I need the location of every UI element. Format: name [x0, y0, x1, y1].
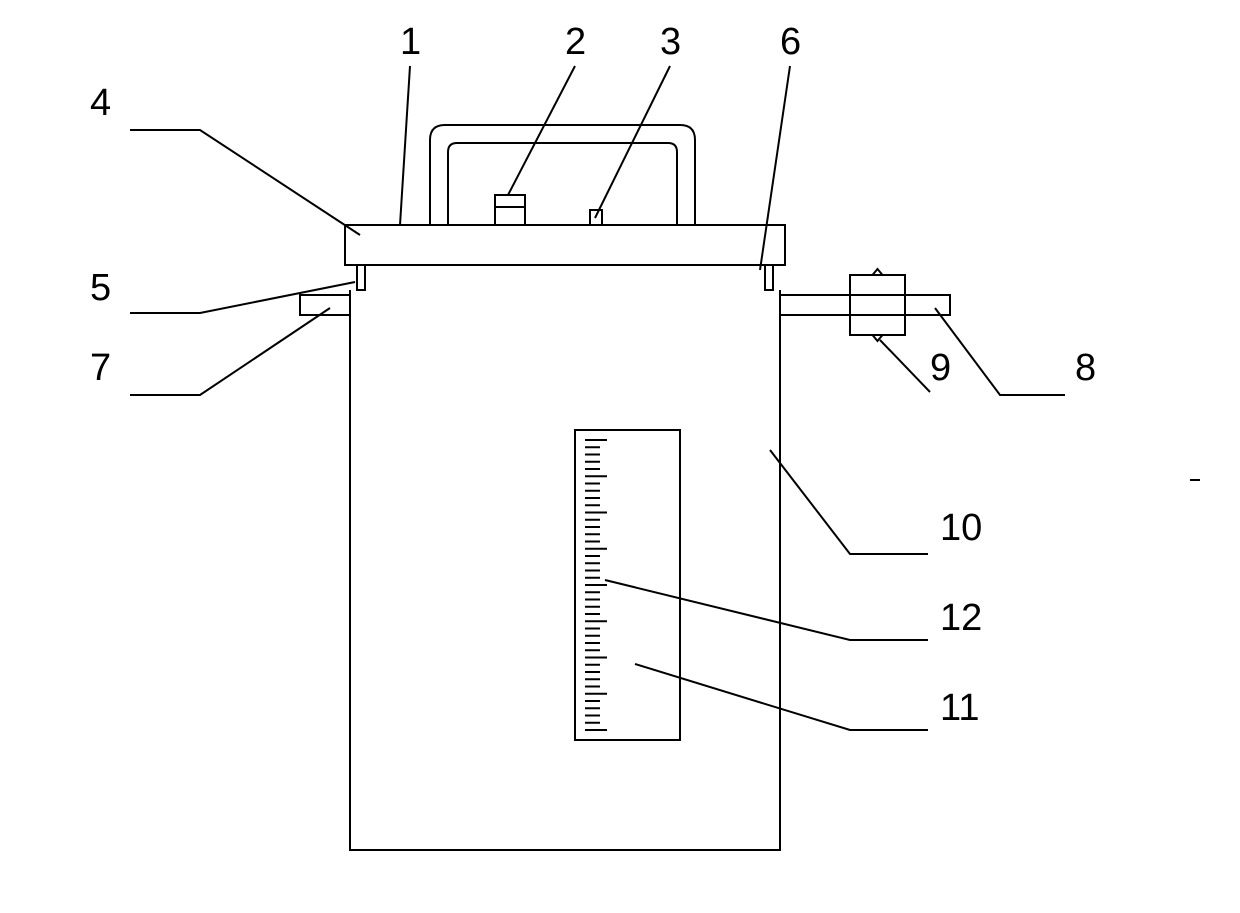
leader-line-12 — [605, 580, 928, 640]
label-5: 5 — [90, 267, 111, 309]
label-8: 8 — [1075, 347, 1096, 389]
label-10: 10 — [940, 507, 982, 549]
leader-line-2 — [508, 66, 575, 195]
right-tab — [780, 295, 950, 315]
container-body — [350, 290, 780, 850]
handle-outer — [430, 125, 695, 225]
container-lid — [345, 225, 785, 265]
leader-line-10 — [770, 450, 928, 554]
lid-slot-right — [765, 265, 773, 290]
label-11: 11 — [940, 687, 979, 729]
leader-line-7 — [130, 308, 330, 395]
valve-body — [850, 275, 905, 335]
handle-inner — [448, 143, 677, 225]
leader-line-4 — [130, 130, 360, 235]
leader-line-8 — [935, 308, 1065, 395]
label-12: 12 — [940, 597, 982, 639]
label-9: 9 — [930, 347, 951, 389]
label-4: 4 — [90, 82, 111, 124]
lid-slot-left — [357, 265, 365, 290]
label-3: 3 — [660, 21, 681, 63]
label-1: 1 — [400, 21, 421, 63]
leader-line-5 — [130, 282, 355, 313]
label-7: 7 — [90, 347, 111, 389]
leader-line-9 — [880, 340, 930, 392]
label-2: 2 — [565, 21, 586, 63]
knob — [495, 195, 525, 225]
leader-line-1 — [400, 66, 410, 225]
label-6: 6 — [780, 21, 801, 63]
leader-line-11 — [635, 664, 928, 730]
